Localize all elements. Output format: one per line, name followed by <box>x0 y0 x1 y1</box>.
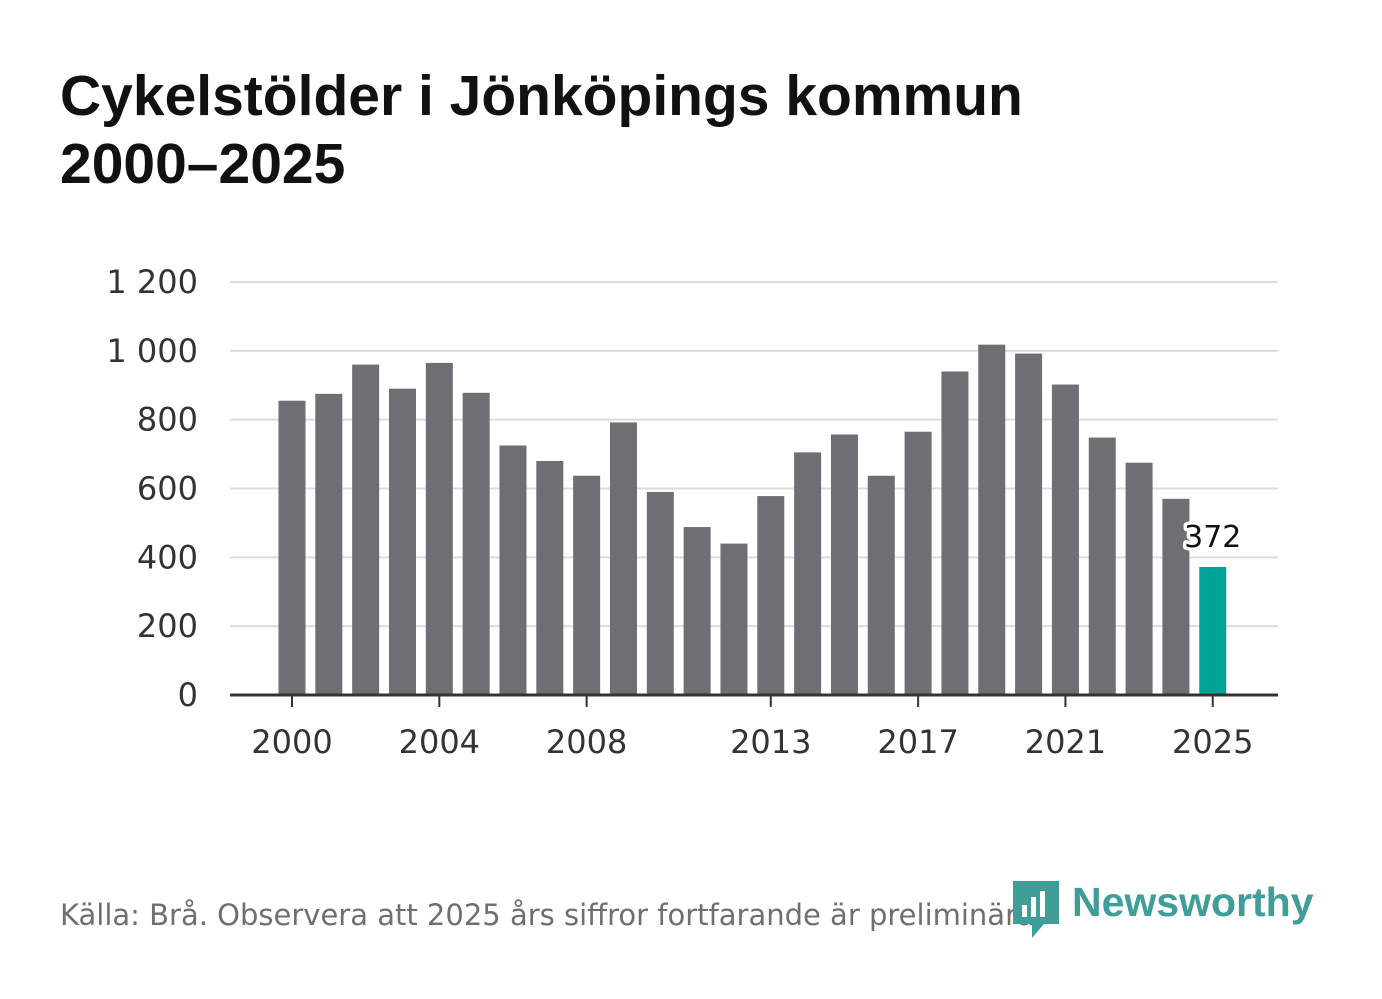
highlight-value-label: 372 <box>1184 520 1241 555</box>
x-tick-label: 2021 <box>1025 723 1106 761</box>
chart-title: Cykelstölder i Jönköpings kommun 2000–20… <box>60 62 1260 198</box>
bar-2006 <box>499 445 527 695</box>
bar-2025 <box>1199 566 1227 695</box>
bar-2014 <box>794 452 822 695</box>
bar-2010 <box>646 491 674 695</box>
y-tick-label: 600 <box>137 470 198 508</box>
x-tick-label: 2008 <box>546 723 627 761</box>
bar-2018 <box>941 371 969 695</box>
bar-2016 <box>867 475 895 695</box>
bar-2001 <box>315 393 343 695</box>
bar-2009 <box>609 422 637 695</box>
y-tick-label: 400 <box>137 538 198 576</box>
newsworthy-logo-icon <box>1013 881 1059 938</box>
bar-2011 <box>683 527 711 695</box>
bar-2017 <box>904 431 932 695</box>
bar-2007 <box>536 460 564 695</box>
newsworthy-logo-text: Newsworthy <box>1072 879 1314 925</box>
x-tick-label: 2025 <box>1172 723 1253 761</box>
title-line-2: 2000–2025 <box>60 132 346 196</box>
gridlines <box>230 281 1278 628</box>
y-tick-label: 200 <box>137 607 198 645</box>
x-axis-labels: 2000 2004 2008 2013 2017 2021 2025 <box>251 695 1253 761</box>
bar-2002 <box>352 364 380 695</box>
newsworthy-logo: Newsworthy <box>1010 878 1314 940</box>
y-tick-label: 800 <box>137 401 198 439</box>
bars <box>278 344 1227 695</box>
bar-2021 <box>1051 384 1079 695</box>
source-note: Källa: Brå. Observera att 2025 års siffr… <box>60 898 1044 932</box>
x-tick-label: 2000 <box>251 723 332 761</box>
bar-2022 <box>1088 437 1116 695</box>
x-tick-label: 2017 <box>877 723 958 761</box>
y-tick-label: 1 000 <box>106 332 198 370</box>
bar-2012 <box>720 543 748 695</box>
bar-chart: 0 200 400 600 800 1 000 1 200 2000 2004 2008 2013… <box>106 263 1278 761</box>
bar-2013 <box>757 496 785 695</box>
x-tick-label: 2004 <box>399 723 480 761</box>
y-tick-label: 1 200 <box>106 263 198 301</box>
bar-2005 <box>462 392 490 695</box>
bar-2004 <box>425 362 453 695</box>
y-axis-labels: 0 200 400 600 800 1 000 1 200 <box>106 263 198 714</box>
x-tick-label: 2013 <box>730 723 811 761</box>
highlight-annotation: 372 <box>1181 516 1245 558</box>
bar-2015 <box>830 434 858 695</box>
bar-2024 <box>1162 498 1190 695</box>
bar-2008 <box>573 475 601 695</box>
bar-2019 <box>978 344 1006 695</box>
bar-2000 <box>278 400 306 695</box>
bar-2020 <box>1015 353 1043 695</box>
y-tick-label: 0 <box>178 676 198 714</box>
bar-2023 <box>1125 462 1153 695</box>
bar-2003 <box>388 388 416 695</box>
title-line-1: Cykelstölder i Jönköpings kommun <box>60 64 1023 128</box>
